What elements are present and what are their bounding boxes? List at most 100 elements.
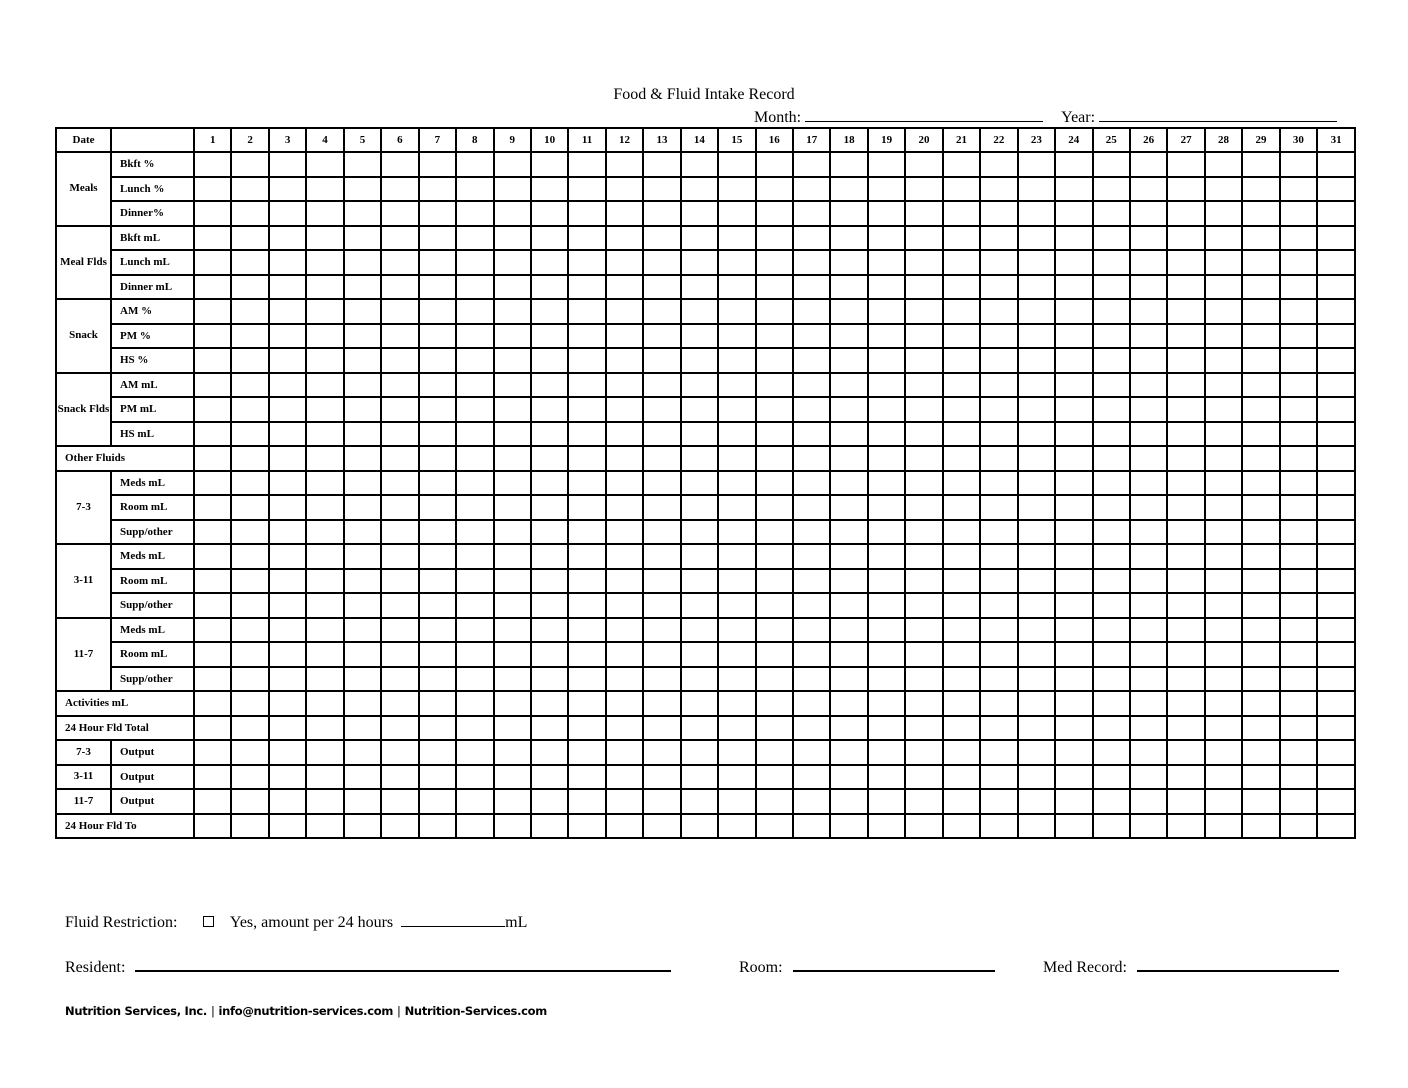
- entry-cell-day-30[interactable]: [1278, 592, 1319, 619]
- entry-cell-day-9[interactable]: [492, 543, 532, 570]
- entry-cell-day-5[interactable]: [342, 641, 383, 668]
- entry-cell-day-2[interactable]: [230, 224, 270, 251]
- entry-cell-day-31[interactable]: [1316, 175, 1356, 202]
- entry-cell-day-26[interactable]: [1128, 273, 1169, 300]
- entry-cell-day-1[interactable]: [192, 714, 233, 741]
- entry-cell-day-12[interactable]: [604, 151, 645, 178]
- entry-cell-day-25[interactable]: [1091, 543, 1131, 570]
- entry-cell-day-11[interactable]: [567, 543, 607, 570]
- entry-cell-day-11[interactable]: [567, 518, 607, 545]
- entry-cell-day-6[interactable]: [380, 175, 420, 202]
- entry-cell-day-6[interactable]: [380, 151, 420, 178]
- entry-cell-day-24[interactable]: [1054, 567, 1094, 594]
- entry-cell-day-5[interactable]: [342, 616, 383, 643]
- entry-cell-day-23[interactable]: [1016, 224, 1057, 251]
- entry-cell-day-6[interactable]: [380, 347, 420, 374]
- entry-cell-day-11[interactable]: [567, 567, 607, 594]
- entry-cell-day-5[interactable]: [342, 567, 383, 594]
- entry-cell-day-28[interactable]: [1203, 567, 1244, 594]
- entry-cell-day-6[interactable]: [380, 543, 420, 570]
- entry-cell-day-16[interactable]: [754, 518, 795, 545]
- entry-cell-day-6[interactable]: [380, 200, 420, 227]
- entry-cell-day-3[interactable]: [267, 763, 308, 790]
- entry-cell-day-5[interactable]: [342, 543, 383, 570]
- entry-cell-day-21[interactable]: [941, 494, 982, 521]
- entry-cell-day-9[interactable]: [492, 518, 532, 545]
- entry-cell-day-24[interactable]: [1054, 249, 1094, 276]
- entry-cell-day-1[interactable]: [192, 151, 233, 178]
- entry-cell-day-24[interactable]: [1054, 175, 1094, 202]
- entry-cell-day-29[interactable]: [1241, 396, 1281, 423]
- entry-cell-day-6[interactable]: [380, 616, 420, 643]
- entry-cell-day-13[interactable]: [642, 273, 682, 300]
- entry-cell-day-1[interactable]: [192, 518, 233, 545]
- entry-cell-day-27[interactable]: [1166, 763, 1206, 790]
- entry-cell-day-25[interactable]: [1091, 469, 1131, 496]
- entry-cell-day-11[interactable]: [567, 420, 607, 447]
- entry-cell-day-20[interactable]: [904, 763, 944, 790]
- entry-cell-day-21[interactable]: [941, 788, 982, 815]
- entry-cell-day-25[interactable]: [1091, 200, 1131, 227]
- entry-cell-day-6[interactable]: [380, 592, 420, 619]
- entry-cell-day-26[interactable]: [1128, 763, 1169, 790]
- entry-cell-day-15[interactable]: [717, 396, 757, 423]
- entry-cell-day-24[interactable]: [1054, 151, 1094, 178]
- entry-cell-day-24[interactable]: [1054, 396, 1094, 423]
- entry-cell-day-2[interactable]: [230, 518, 270, 545]
- entry-cell-day-18[interactable]: [829, 812, 869, 839]
- entry-cell-day-22[interactable]: [979, 739, 1019, 766]
- entry-cell-day-19[interactable]: [866, 494, 907, 521]
- entry-cell-day-7[interactable]: [417, 224, 458, 251]
- entry-cell-day-29[interactable]: [1241, 371, 1281, 398]
- entry-cell-day-29[interactable]: [1241, 151, 1281, 178]
- entry-cell-day-26[interactable]: [1128, 494, 1169, 521]
- entry-cell-day-8[interactable]: [455, 371, 495, 398]
- entry-cell-day-7[interactable]: [417, 249, 458, 276]
- entry-cell-day-31[interactable]: [1316, 812, 1356, 839]
- entry-cell-day-24[interactable]: [1054, 200, 1094, 227]
- entry-cell-day-12[interactable]: [604, 739, 645, 766]
- entry-cell-day-8[interactable]: [455, 249, 495, 276]
- entry-cell-day-6[interactable]: [380, 763, 420, 790]
- entry-cell-day-27[interactable]: [1166, 469, 1206, 496]
- entry-cell-day-14[interactable]: [679, 249, 720, 276]
- entry-cell-day-27[interactable]: [1166, 812, 1206, 839]
- entry-cell-day-28[interactable]: [1203, 249, 1244, 276]
- entry-cell-day-12[interactable]: [604, 200, 645, 227]
- entry-cell-day-10[interactable]: [529, 445, 570, 472]
- entry-cell-day-13[interactable]: [642, 592, 682, 619]
- entry-cell-day-31[interactable]: [1316, 665, 1356, 692]
- entry-cell-day-13[interactable]: [642, 763, 682, 790]
- entry-cell-day-13[interactable]: [642, 249, 682, 276]
- entry-cell-day-9[interactable]: [492, 371, 532, 398]
- entry-cell-day-29[interactable]: [1241, 567, 1281, 594]
- entry-cell-day-8[interactable]: [455, 788, 495, 815]
- entry-cell-day-22[interactable]: [979, 347, 1019, 374]
- entry-cell-day-10[interactable]: [529, 592, 570, 619]
- entry-cell-day-1[interactable]: [192, 812, 233, 839]
- entry-cell-day-19[interactable]: [866, 665, 907, 692]
- entry-cell-day-24[interactable]: [1054, 298, 1094, 325]
- entry-cell-day-23[interactable]: [1016, 739, 1057, 766]
- entry-cell-day-20[interactable]: [904, 812, 944, 839]
- entry-cell-day-25[interactable]: [1091, 371, 1131, 398]
- entry-cell-day-14[interactable]: [679, 494, 720, 521]
- entry-cell-day-15[interactable]: [717, 641, 757, 668]
- entry-cell-day-20[interactable]: [904, 469, 944, 496]
- entry-cell-day-18[interactable]: [829, 249, 869, 276]
- entry-cell-day-7[interactable]: [417, 665, 458, 692]
- entry-cell-day-17[interactable]: [791, 200, 832, 227]
- entry-cell-day-3[interactable]: [267, 469, 308, 496]
- entry-cell-day-21[interactable]: [941, 665, 982, 692]
- entry-cell-day-14[interactable]: [679, 714, 720, 741]
- entry-cell-day-3[interactable]: [267, 347, 308, 374]
- entry-cell-day-22[interactable]: [979, 592, 1019, 619]
- entry-cell-day-28[interactable]: [1203, 298, 1244, 325]
- entry-cell-day-11[interactable]: [567, 200, 607, 227]
- entry-cell-day-30[interactable]: [1278, 690, 1319, 717]
- entry-cell-day-16[interactable]: [754, 151, 795, 178]
- entry-cell-day-3[interactable]: [267, 298, 308, 325]
- entry-cell-day-15[interactable]: [717, 445, 757, 472]
- entry-cell-day-5[interactable]: [342, 494, 383, 521]
- entry-cell-day-13[interactable]: [642, 347, 682, 374]
